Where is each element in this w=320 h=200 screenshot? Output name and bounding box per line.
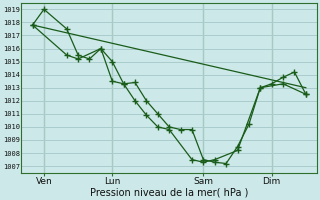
X-axis label: Pression niveau de la mer( hPa ): Pression niveau de la mer( hPa ) (90, 187, 248, 197)
